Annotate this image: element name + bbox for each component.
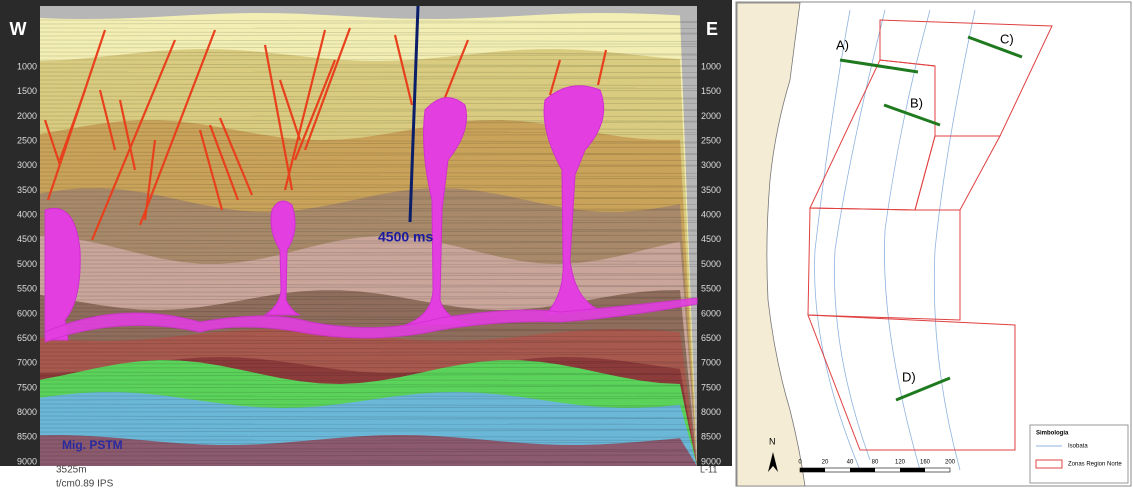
depth-label: 5500 — [701, 284, 721, 294]
depth-label: 9000 — [17, 456, 37, 466]
depth-label: 6000 — [17, 308, 37, 318]
depth-label: 3500 — [17, 185, 37, 195]
depth-label: 4500 — [701, 234, 721, 244]
depth-label: 2000 — [701, 111, 721, 121]
depth-label: 8500 — [701, 432, 721, 442]
depth-label: 2500 — [701, 135, 721, 145]
depth-label: 3000 — [17, 160, 37, 170]
depth-label: 1000 — [17, 61, 37, 71]
legend-title: Simbologia — [1036, 431, 1069, 437]
depth-label: 7500 — [701, 382, 721, 392]
depth-label: 6500 — [17, 333, 37, 343]
scale-label: 200 — [945, 460, 956, 466]
depth-label: 7000 — [701, 358, 721, 368]
depth-label: 4500 — [17, 234, 37, 244]
line-label: A) — [836, 37, 849, 52]
depth-label: 4000 — [17, 210, 37, 220]
depth-label: 7500 — [17, 382, 37, 392]
depth-label: 8500 — [17, 432, 37, 442]
scale-label: 3525m — [56, 465, 87, 476]
depth-label: 1500 — [17, 86, 37, 96]
depth-label: 8000 — [17, 407, 37, 417]
line-label: B) — [910, 95, 923, 110]
migration-label: Mig. PSTM — [62, 438, 123, 452]
depth-label: 6500 — [701, 333, 721, 343]
scale-label: 160 — [920, 460, 931, 466]
reflector — [40, 147, 697, 148]
reflector — [40, 191, 697, 192]
well-label: 4500 ms — [378, 229, 433, 245]
depth-label: 9000 — [701, 456, 721, 466]
line-label: D) — [902, 369, 916, 384]
scale-label: 120 — [895, 460, 906, 466]
depth-label: 4000 — [701, 210, 721, 220]
map-frame — [736, 2, 1131, 486]
depth-label: 5500 — [17, 284, 37, 294]
scale-label: 40 — [847, 460, 854, 466]
depth-label: 5000 — [17, 259, 37, 269]
scale-label: 80 — [872, 460, 879, 466]
depth-label: 5000 — [701, 259, 721, 269]
reflector — [40, 59, 697, 60]
north-label: N — [769, 436, 776, 446]
depth-label: 3000 — [701, 160, 721, 170]
reflector — [40, 28, 697, 29]
depth-label: 7000 — [17, 358, 37, 368]
scale-segment — [800, 468, 825, 472]
depth-label: 2000 — [17, 111, 37, 121]
scale-segment — [900, 468, 925, 472]
legend-item: Isobata — [1068, 444, 1088, 450]
scale-segment — [850, 468, 875, 472]
depth-label: 3500 — [701, 185, 721, 195]
scale-label: 20 — [822, 460, 829, 466]
legend-item: Zonas Region Norte — [1068, 462, 1122, 468]
east-label: E — [706, 19, 718, 39]
depth-label: 1000 — [701, 61, 721, 71]
depth-label: 2500 — [17, 135, 37, 145]
reflector — [40, 72, 697, 73]
depth-label: 8000 — [701, 407, 721, 417]
line-label: C) — [1000, 31, 1014, 46]
depth-label: 6000 — [701, 308, 721, 318]
west-label: W — [10, 19, 27, 39]
ips-label: t/cm0.89 IPS — [56, 479, 114, 490]
depth-label: 1500 — [701, 86, 721, 96]
